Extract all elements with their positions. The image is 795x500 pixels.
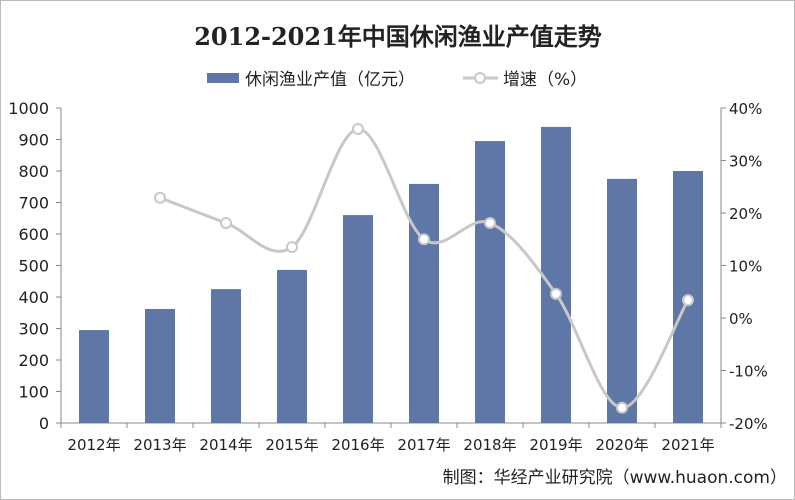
right-tick-label: -20% xyxy=(729,415,768,433)
x-tick-label: 2021年 xyxy=(661,436,714,454)
legend: 休闲渔业产值（亿元） 增速（%） xyxy=(207,70,587,90)
left-tick-label: 500 xyxy=(18,257,49,276)
left-tick-label: 100 xyxy=(18,383,49,402)
growth-point xyxy=(286,241,298,254)
right-tick-label: 40% xyxy=(729,100,762,118)
x-tick-label: 2013年 xyxy=(133,436,186,454)
right-tick-label: 10% xyxy=(729,258,762,276)
bar-2015年 xyxy=(277,269,307,423)
legend-bar-swatch xyxy=(207,73,239,83)
x-tick-label: 2012年 xyxy=(67,436,120,454)
left-tick-label: 400 xyxy=(18,288,49,307)
left-tick-label: 600 xyxy=(18,225,49,244)
left-tick-label: 300 xyxy=(18,320,49,339)
left-tick-label: 1000 xyxy=(8,99,49,118)
left-tick-label: 900 xyxy=(18,131,49,150)
bar-2018年 xyxy=(475,141,505,423)
growth-point xyxy=(418,233,430,246)
bar-2020年 xyxy=(607,178,637,423)
left-tick-label: 700 xyxy=(18,194,49,213)
growth-point xyxy=(682,294,694,307)
growth-point xyxy=(220,216,232,229)
legend-bar-label: 休闲渔业产值（亿元） xyxy=(245,70,415,90)
left-tick-label: 200 xyxy=(18,351,49,370)
legend-line-label: 增速（%） xyxy=(503,70,587,90)
growth-point xyxy=(352,123,364,135)
bar-2016年 xyxy=(343,215,373,423)
right-tick-label: 30% xyxy=(729,153,762,171)
x-tick-label: 2016年 xyxy=(331,436,384,454)
bar-2012年 xyxy=(79,330,109,423)
growth-point xyxy=(154,191,166,204)
growth-point xyxy=(616,401,628,414)
legend-line-marker xyxy=(474,72,486,84)
source-note: 制图：华经产业研究院（www.huaon.com） xyxy=(443,468,787,488)
x-tick-label: 2017年 xyxy=(397,436,450,454)
x-tick-label: 2014年 xyxy=(199,436,252,454)
right-tick-label: 0% xyxy=(729,310,753,328)
x-tick-label: 2018年 xyxy=(463,436,516,454)
chart-title: 2012-2021年中国休闲渔业产值走势 xyxy=(194,22,602,51)
x-tick-label: 2020年 xyxy=(595,436,648,454)
x-tick-label: 2015年 xyxy=(265,436,318,454)
growth-point xyxy=(484,216,496,229)
bar-2014年 xyxy=(211,289,241,423)
bar-2017年 xyxy=(409,183,439,423)
bar-2013年 xyxy=(145,308,175,423)
growth-point xyxy=(550,287,562,300)
left-tick-label: 800 xyxy=(18,162,49,181)
left-tick-label: 0 xyxy=(39,414,49,433)
right-tick-label: 20% xyxy=(729,205,762,223)
x-tick-label: 2019年 xyxy=(529,436,582,454)
right-tick-label: -10% xyxy=(729,363,768,381)
bar-2019年 xyxy=(541,126,571,424)
